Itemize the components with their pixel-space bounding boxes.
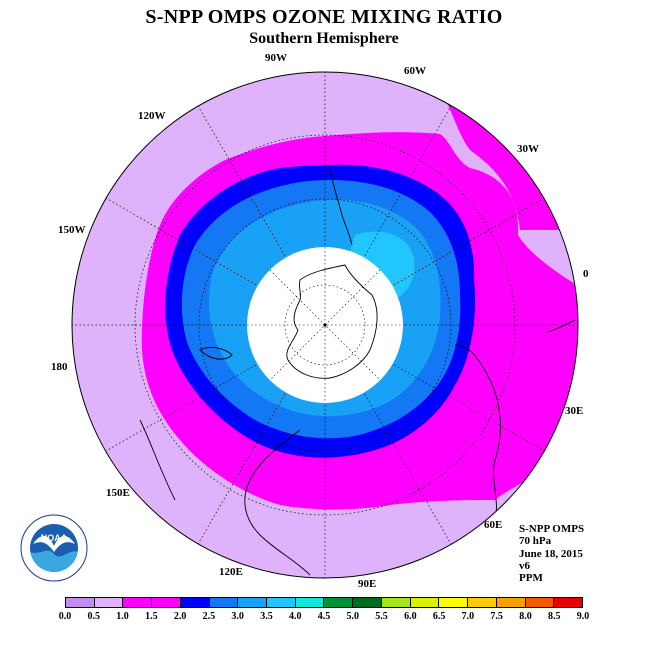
- colorbar-swatch: [66, 598, 95, 607]
- colorbar-tick-label: 0.5: [87, 611, 101, 622]
- colorbar: [65, 597, 583, 608]
- colorbar-swatch: [180, 598, 210, 607]
- colorbar-tick-label: 8.0: [519, 611, 532, 622]
- colorbar-tick-label: 7.0: [461, 611, 475, 622]
- colorbar-tick-label: 3.0: [231, 611, 244, 622]
- inner-graticule: [247, 247, 403, 403]
- colorbar-swatch: [468, 598, 497, 607]
- colorbar-tick-label: 1.0: [116, 611, 129, 622]
- colorbar-tick-label: 9.0: [576, 611, 590, 622]
- product-info: S-NPP OMPS 70 hPa June 18, 2015 v6 PPM: [519, 523, 584, 584]
- colorbar-tick-label: 4.5: [317, 611, 331, 622]
- lon-label-0: 0: [583, 268, 589, 280]
- colorbar-tick-label: 0.0: [58, 611, 72, 622]
- colorbar-swatch: [353, 598, 382, 607]
- colorbar-ticks: 0.0 0.5 1.0 1.5 2.0 2.5 3.0 3.5 4.0 4.5 5.0 5.5 6.0 6…: [0, 611, 648, 625]
- info-date: June 18, 2015: [519, 547, 583, 560]
- noaa-logo-icon: NOAA: [19, 510, 89, 586]
- lon-label-90e: 90E: [358, 578, 377, 590]
- lon-label-150e: 150E: [106, 487, 130, 499]
- colorbar-swatch: [94, 598, 124, 607]
- lon-label-90w: 90W: [265, 52, 287, 64]
- colorbar-swatch: [439, 598, 469, 607]
- colorbar-tick-label: 6.0: [404, 611, 417, 622]
- south-pole-marker: [323, 323, 327, 327]
- noaa-logo-text: NOAA: [41, 533, 68, 543]
- map-title: S-NPP OMPS OZONE MIXING RATIO: [145, 6, 503, 28]
- lon-label-180: 180: [51, 361, 68, 373]
- lon-label-60w: 60W: [404, 65, 426, 77]
- lon-label-150w: 150W: [58, 224, 86, 236]
- colorbar-tick-label: 4.0: [288, 611, 302, 622]
- map-border: [71, 71, 579, 579]
- colorbar-tick-label: 2.0: [173, 611, 187, 622]
- colorbar-swatch: [209, 598, 239, 607]
- info-units: PPM: [519, 572, 543, 585]
- colorbar-swatch: [525, 598, 555, 607]
- colorbar-swatch: [295, 598, 325, 607]
- colorbar-swatch: [496, 598, 526, 607]
- colorbar-swatch: [152, 598, 181, 607]
- lon-label-120w: 120W: [138, 110, 166, 122]
- lon-label-30w: 30W: [517, 143, 539, 155]
- colorbar-swatch: [267, 598, 296, 607]
- colorbar-tick-label: 7.5: [490, 611, 503, 622]
- colorbar-swatch: [410, 598, 440, 607]
- lon-label-60e: 60E: [484, 519, 503, 531]
- colorbar-swatch: [554, 598, 582, 607]
- colorbar-tick-label: 3.5: [260, 611, 273, 622]
- colorbar-swatch: [123, 598, 153, 607]
- info-version: v6: [519, 559, 530, 572]
- colorbar-tick-label: 1.5: [145, 611, 158, 622]
- info-level: 70 hPa: [519, 535, 552, 548]
- colorbar-swatch: [381, 598, 411, 607]
- map-subtitle: Southern Hemisphere: [249, 30, 399, 47]
- info-satellite: S-NPP OMPS: [519, 523, 585, 535]
- colorbar-tick-label: 5.0: [346, 611, 360, 622]
- colorbar-swatch: [324, 598, 354, 607]
- colorbar-tick-label: 6.5: [432, 611, 446, 622]
- lon-label-120e: 120E: [219, 566, 243, 578]
- colorbar-tick-label: 5.5: [375, 611, 388, 622]
- colorbar-swatch: [238, 598, 268, 607]
- colorbar-tick-label: 8.5: [547, 611, 561, 622]
- lon-label-30e: 30E: [565, 405, 584, 417]
- antarctica-outline: [286, 264, 378, 379]
- colorbar-tick-label: 2.5: [202, 611, 216, 622]
- ozone-field: [72, 72, 578, 578]
- coastlines: [139, 169, 576, 576]
